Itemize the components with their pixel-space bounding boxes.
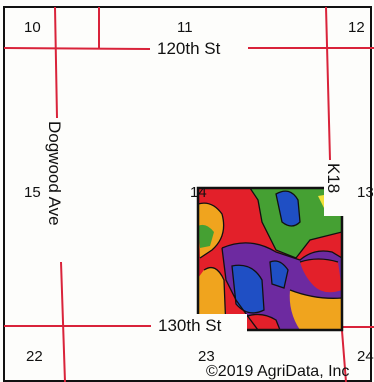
soil-unit-red-2 [300, 259, 342, 293]
copyright-notice: ©2019 AgriData, Inc [206, 363, 349, 380]
soil-unit-blue [276, 191, 300, 226]
field-soil-polygons [196, 186, 344, 332]
soil-unit-green-2 [198, 224, 214, 248]
soil-unit-red-3 [242, 314, 280, 330]
section-number-e: 13 [357, 184, 374, 201]
section-number-n: 11 [177, 19, 193, 36]
section-number-s: 23 [198, 348, 215, 365]
road-label-north: 120th St [157, 39, 221, 58]
soil-unit-orange [289, 290, 342, 330]
road-label-west: Dogwood Ave [45, 121, 64, 226]
road-label-south: 130th St [158, 316, 222, 335]
soil-unit-blue-2 [232, 265, 264, 313]
section-number-sw: 22 [26, 348, 43, 365]
section-number-center: 14 [190, 184, 207, 201]
road-label-east: K18 [324, 163, 343, 193]
section-number-w: 15 [24, 184, 41, 201]
field-boundary [196, 186, 344, 332]
soil-unit-blue-3 [270, 261, 288, 288]
section-number-se: 24 [357, 348, 374, 365]
road-120th-st [3, 47, 374, 50]
map-frame [3, 6, 372, 382]
section-number-ne: 12 [348, 19, 365, 36]
road-dogwood-ave [54, 6, 66, 382]
section-number-nw: 10 [24, 19, 41, 36]
